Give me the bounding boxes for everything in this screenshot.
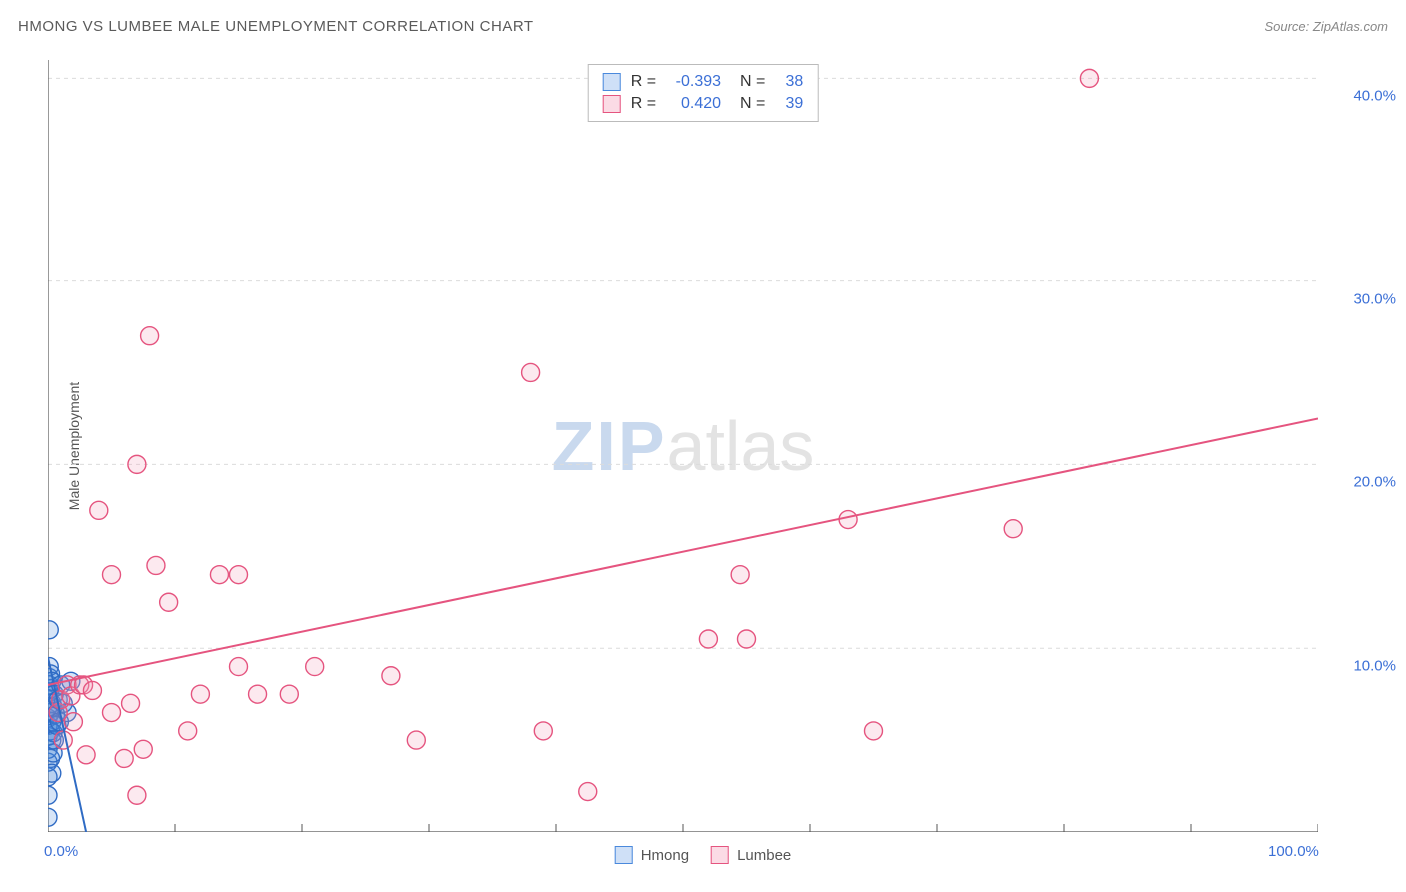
lumbee-r-value: 0.420 — [666, 95, 721, 113]
r-label: R = — [631, 73, 656, 91]
x-tick-label: 0.0% — [44, 843, 78, 860]
hmong-r-value: -0.393 — [666, 73, 721, 91]
source-attribution: Source: ZipAtlas.com — [1264, 19, 1388, 34]
n-label: N = — [731, 73, 765, 91]
x-tick-label: 100.0% — [1268, 843, 1319, 860]
y-tick-label: 10.0% — [1353, 658, 1396, 675]
lumbee-legend-swatch — [711, 846, 729, 864]
scatter-plot-svg — [48, 60, 1318, 832]
chart-header: HMONG VS LUMBEE MALE UNEMPLOYMENT CORREL… — [18, 18, 1388, 35]
hmong-swatch — [603, 73, 621, 91]
hmong-legend-swatch — [615, 846, 633, 864]
n-label: N = — [731, 95, 765, 113]
stats-row-lumbee: R = 0.420 N = 39 — [603, 93, 804, 115]
hmong-n-value: 38 — [775, 73, 803, 91]
y-tick-label: 30.0% — [1353, 290, 1396, 307]
chart-plot-area: ZIPatlas — [48, 60, 1318, 832]
y-tick-label: 20.0% — [1353, 474, 1396, 491]
lumbee-legend-label: Lumbee — [737, 847, 791, 864]
hmong-legend-label: Hmong — [641, 847, 689, 864]
series-legend: Hmong Lumbee — [615, 846, 792, 864]
correlation-stats-box: R = -0.393 N = 38 R = 0.420 N = 39 — [588, 64, 819, 122]
lumbee-swatch — [603, 95, 621, 113]
stats-row-hmong: R = -0.393 N = 38 — [603, 71, 804, 93]
r-label: R = — [631, 95, 656, 113]
lumbee-n-value: 39 — [775, 95, 803, 113]
y-tick-label: 40.0% — [1353, 88, 1396, 105]
legend-item-hmong: Hmong — [615, 846, 689, 864]
legend-item-lumbee: Lumbee — [711, 846, 791, 864]
chart-title: HMONG VS LUMBEE MALE UNEMPLOYMENT CORREL… — [18, 18, 534, 35]
